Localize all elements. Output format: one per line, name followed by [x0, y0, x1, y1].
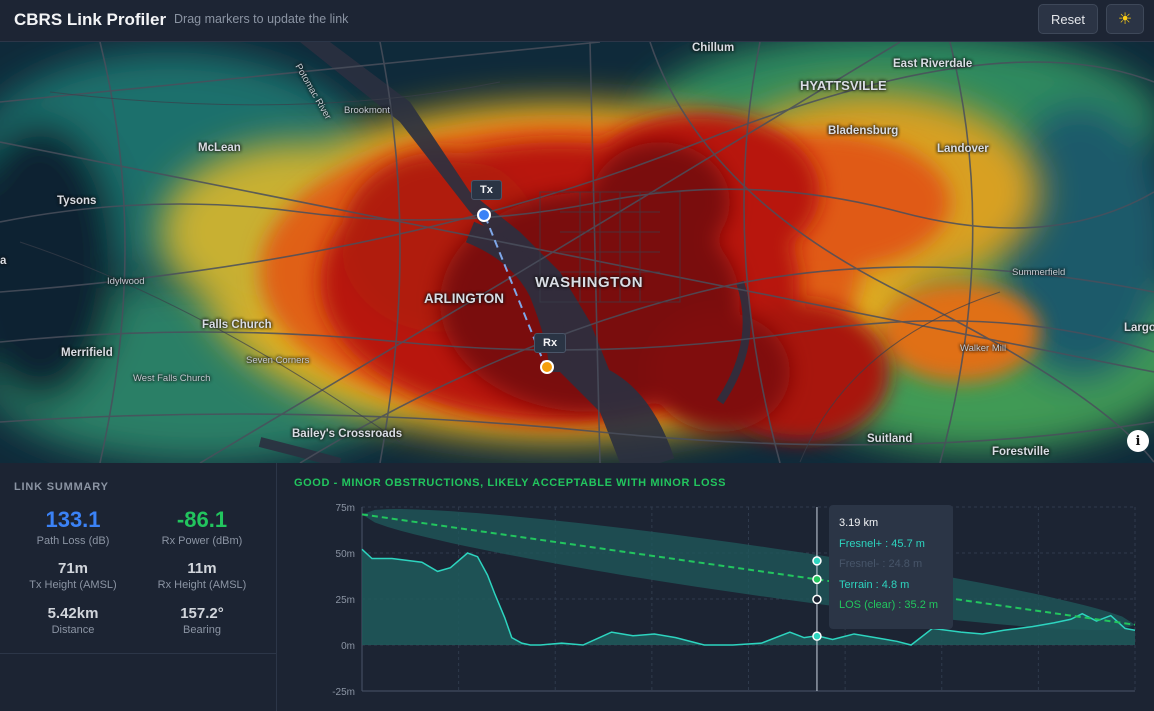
rx-power-value: -86.1 — [176, 507, 228, 532]
distance-value: 5.42km — [47, 605, 99, 622]
info-icon[interactable]: i — [1127, 430, 1149, 452]
tooltip-distance: 3.19 km — [839, 517, 879, 529]
map-place-label: ARLINGTON — [424, 291, 504, 306]
chart-tooltip: 3.19 km Fresnel+ : 45.7 m Fresnel- : 24.… — [829, 505, 953, 629]
reset-button[interactable]: Reset — [1038, 4, 1098, 34]
app-subtitle: Drag markers to update the link — [174, 12, 349, 26]
rx-marker-label: Rx — [534, 333, 567, 353]
link-status-text: GOOD - MINOR OBSTRUCTIONS, LIKELY ACCEPT… — [294, 477, 727, 489]
rx-height-label: Rx Height (AMSL) — [157, 579, 247, 591]
distance-label: Distance — [51, 624, 95, 636]
y-tick-label: 50m — [336, 549, 355, 560]
terrain-point — [812, 631, 822, 641]
tx-height-label: Tx Height (AMSL) — [29, 579, 117, 591]
sun-icon: ☀ — [1117, 11, 1133, 28]
link-summary-heading: LINK SUMMARY — [14, 481, 109, 493]
app-title: CBRS Link Profiler — [14, 10, 167, 29]
tx-marker-label: Tx — [471, 180, 502, 200]
tooltip-los: LOS (clear) : 35.2 m — [839, 599, 939, 611]
rx-power-label: Rx Power (dBm) — [161, 535, 243, 547]
tx-height-value: 71m — [57, 560, 89, 577]
map-place-label: Bailey's Crossroads — [292, 428, 403, 440]
tx-height-stat: 71m Tx Height (AMSL) — [8, 560, 138, 591]
coverage-map[interactable]: Chillum HYATTSVILLE East Riverdale Brook… — [0, 42, 1154, 463]
y-tick-label: 0m — [341, 641, 355, 652]
map-place-label: West Falls Church — [133, 373, 211, 384]
map-place-label: East Riverdale — [893, 58, 973, 70]
coverage-heatmap — [0, 42, 1154, 463]
map-place-label: a — [0, 255, 7, 267]
link-summary-panel: LINK SUMMARY 133.1 Path Loss (dB) -86.1 … — [0, 463, 277, 711]
map-place-label: McLean — [198, 142, 241, 154]
bottom-panel: LINK SUMMARY 133.1 Path Loss (dB) -86.1 … — [0, 463, 1154, 711]
map-place-label: Seven Corners — [246, 355, 310, 366]
rx-height-stat: 11m Rx Height (AMSL) — [137, 560, 267, 591]
top-bar: CBRS Link Profiler Drag markers to updat… — [0, 0, 1154, 42]
map-place-label: Falls Church — [202, 319, 272, 331]
y-tick-label: 25m — [336, 595, 355, 606]
terrain-line — [361, 548, 1136, 646]
theme-toggle-button[interactable]: ☀ — [1106, 4, 1144, 34]
tooltip-fresnel-plus: Fresnel+ : 45.7 m — [839, 537, 925, 550]
map-place-label: Summerfield — [1012, 267, 1066, 278]
y-tick-label: 75m — [336, 503, 355, 514]
map-place-label: Merrifield — [61, 347, 113, 359]
los-line — [361, 513, 1136, 626]
bearing-stat: 157.2° Bearing — [137, 605, 267, 636]
map-place-label: Idylwood — [107, 276, 145, 287]
map-place-label: WASHINGTON — [535, 274, 644, 291]
path-loss-stat: 133.1 Path Loss (dB) — [8, 507, 138, 547]
map-place-label: Forestville — [992, 446, 1050, 458]
tooltip-terrain: Terrain : 4.8 m — [839, 578, 910, 591]
map-place-label: Landover — [937, 143, 989, 155]
bearing-value: 157.2° — [180, 605, 224, 622]
map-place-label: Walker Mill — [960, 343, 1007, 354]
elevation-profile-chart[interactable]: 75m 50m 25m 0m -25m — [320, 499, 1150, 705]
fresnel-minus-point — [812, 594, 822, 605]
y-tick-label: -25m — [332, 687, 355, 698]
map-place-label: Tysons — [57, 195, 97, 207]
los-point — [812, 574, 822, 585]
path-loss-value: 133.1 — [45, 507, 101, 532]
map-place-label: Suitland — [867, 433, 913, 445]
map-place-label: Brookmont — [344, 105, 390, 116]
distance-stat: 5.42km Distance — [8, 605, 138, 636]
rx-marker[interactable] — [540, 360, 554, 374]
rx-height-value: 11m — [187, 560, 217, 577]
bearing-label: Bearing — [183, 624, 221, 636]
tooltip-fresnel-minus: Fresnel- : 24.8 m — [839, 558, 923, 570]
map-place-label: Chillum — [692, 42, 735, 54]
path-loss-label: Path Loss (dB) — [36, 535, 110, 547]
fresnel-plus-point — [812, 556, 822, 566]
tx-marker[interactable] — [477, 208, 491, 222]
summary-divider — [0, 653, 277, 654]
rx-power-stat: -86.1 Rx Power (dBm) — [137, 507, 267, 547]
map-place-label: HYATTSVILLE — [800, 78, 887, 93]
map-place-label: Bladensburg — [828, 125, 899, 137]
terrain-area — [362, 549, 1135, 645]
map-place-label: Largo — [1124, 322, 1154, 334]
